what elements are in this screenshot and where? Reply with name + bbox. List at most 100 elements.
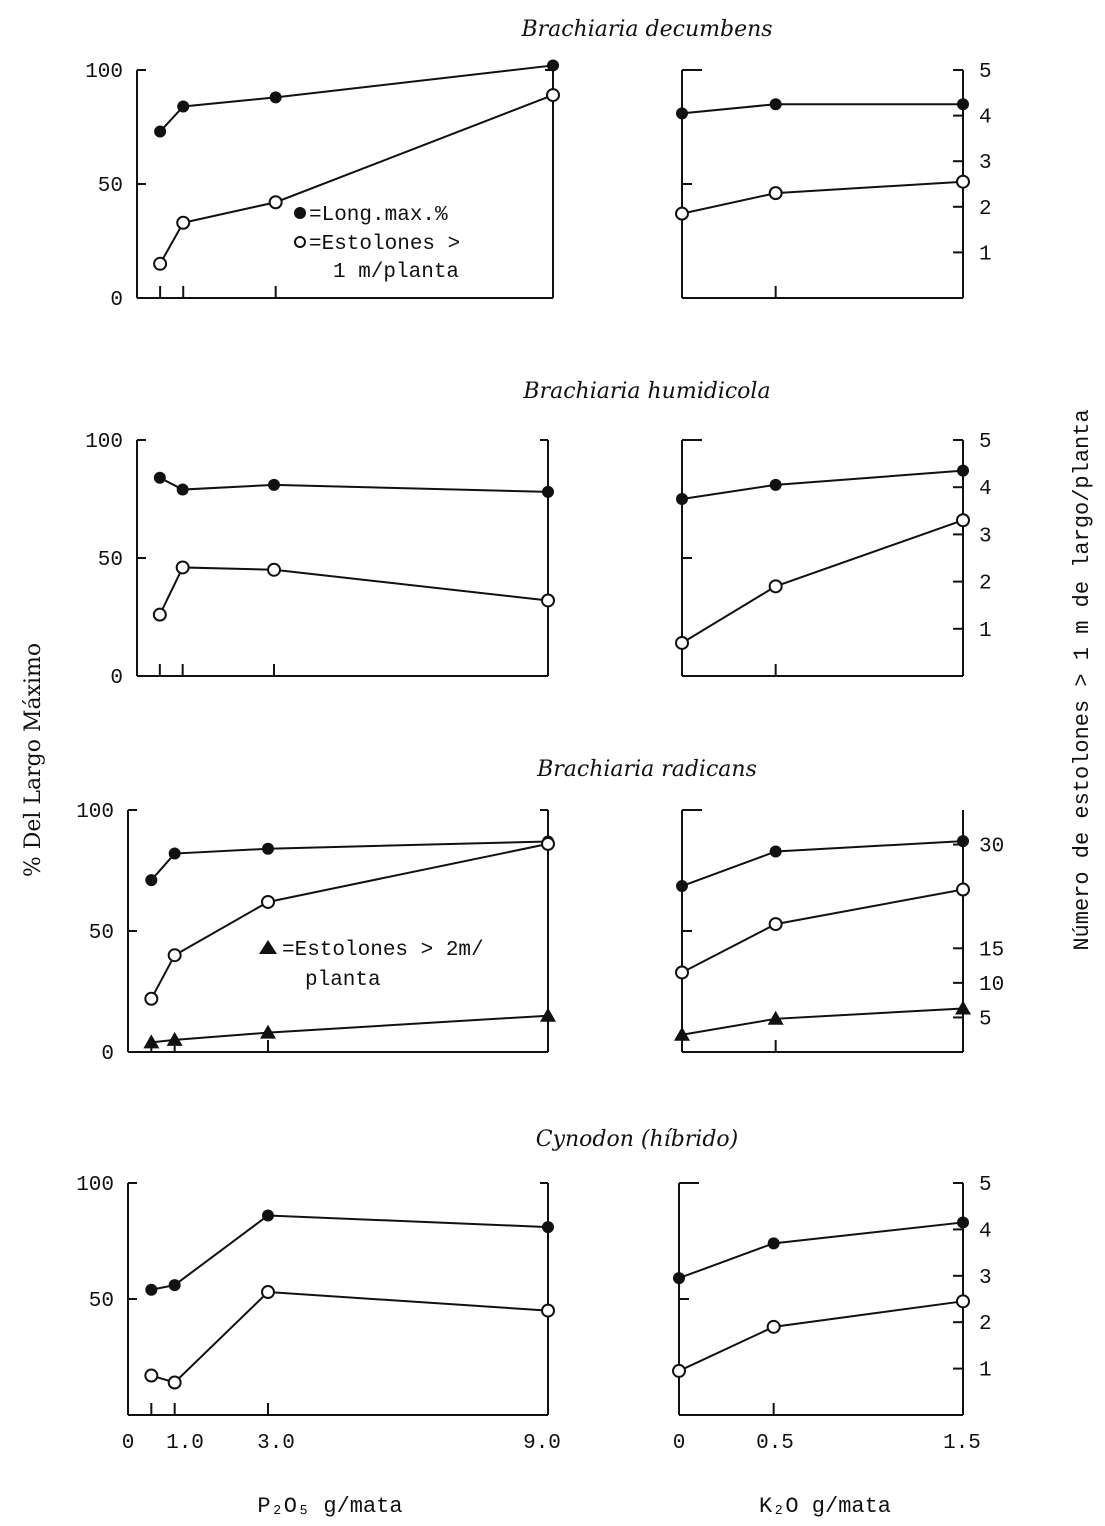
data-point-open (267, 562, 281, 577)
data-point-open (167, 948, 182, 963)
x-tick-k-0: 0 (673, 1432, 686, 1455)
y-tick-label-right: 4 (979, 478, 992, 501)
panel-6: 50 100 (76, 1174, 555, 1416)
data-point-open (175, 560, 190, 575)
data-point-triangle (540, 1007, 556, 1022)
y-tick-label-right: 10 (979, 974, 1004, 997)
data-point-filled (168, 847, 181, 860)
y-tick-label-right: 1 (979, 1360, 992, 1383)
data-point-filled (769, 478, 782, 491)
y-tick-label: 50 (98, 549, 123, 572)
x-axis-title-p2o5: P₂O₅ g/mata (257, 1494, 402, 1519)
legend-label-longmax: =Long.max.% (309, 204, 448, 227)
series-line-1 (681, 180, 964, 215)
data-point-triangle (955, 1000, 971, 1015)
y-tick-label: 50 (98, 175, 123, 198)
data-point-open (675, 635, 689, 650)
data-point-filled (676, 107, 688, 120)
data-point-filled (676, 880, 688, 893)
series-line-0 (678, 1221, 964, 1280)
data-point-open (956, 882, 970, 897)
data-point-filled (673, 1272, 685, 1285)
data-point-filled (769, 98, 782, 111)
series-line-1 (158, 566, 549, 616)
y-tick-label-right: 4 (979, 107, 992, 130)
panel-title-decumbens: Brachiaria decumbens (520, 17, 772, 42)
legend-marker-filled (294, 207, 306, 219)
data-point-open (768, 917, 783, 932)
data-point-open (768, 579, 783, 594)
data-point-triangle (166, 1031, 183, 1046)
data-point-open (675, 965, 689, 980)
y-tick-label: 100 (85, 61, 123, 84)
legend-label-planta: planta (305, 969, 381, 992)
series-line-1 (681, 519, 964, 644)
panel-title-cynodon: Cynodon (híbrido) (536, 1127, 739, 1152)
series-line-0 (681, 103, 963, 115)
y-tick-label-right: 1 (979, 243, 992, 266)
y-tick-label-right: 2 (979, 1313, 992, 1336)
series-line-0 (159, 64, 554, 133)
y-tick-label-right: 3 (979, 525, 992, 548)
data-point-filled (268, 478, 280, 491)
panel-1: 1 2 3 4 5 (675, 61, 992, 299)
x-tick-p-1: 1.0 (166, 1432, 204, 1455)
series-line-0 (159, 476, 549, 493)
data-point-open (167, 1375, 182, 1390)
y-tick-label-right: 30 (979, 836, 1004, 859)
y-tick-label-right: 2 (979, 573, 992, 596)
y-tick-label-right: 4 (979, 1220, 992, 1243)
data-point-open (541, 593, 555, 608)
data-point-open (152, 607, 167, 622)
left-axis-title: % Del Largo Máximo (21, 643, 46, 877)
panel-5: 5 10 15 30 (674, 809, 1004, 1053)
right-axis-title: Número de estolones > 1 m de largo/plant… (1070, 409, 1095, 950)
y-tick-label: 0 (110, 667, 123, 690)
legend-label-estolones-unit: 1 m/planta (333, 261, 459, 284)
data-point-filled (153, 471, 166, 484)
series-line-0 (151, 1214, 549, 1291)
panel-7: 1 2 3 4 5 (672, 1174, 992, 1416)
data-point-triangle (767, 1010, 784, 1025)
y-tick-label-right: 1 (979, 620, 992, 643)
data-point-filled (957, 464, 969, 477)
data-point-filled (957, 835, 969, 848)
y-tick-label: 0 (110, 289, 123, 312)
y-tick-label: 50 (89, 1290, 114, 1313)
y-tick-label: 100 (76, 801, 114, 824)
series-line-1 (678, 1300, 964, 1372)
data-point-open (768, 186, 783, 201)
panel-4: 0 50 100 =Estolones > 2m/planta (76, 801, 556, 1066)
data-point-filled (957, 1216, 969, 1229)
data-point-filled (145, 1283, 158, 1296)
data-point-filled (177, 100, 190, 113)
series-line-1 (681, 888, 964, 974)
data-point-open (541, 1303, 555, 1318)
data-point-filled (262, 842, 274, 855)
y-tick-label-right: 3 (979, 152, 992, 175)
series-line-0 (681, 469, 964, 500)
data-point-filled (676, 493, 688, 505)
data-point-filled (176, 483, 189, 496)
x-tick-k-05: 0.5 (756, 1432, 794, 1455)
series-line-2 (681, 1007, 964, 1036)
data-point-open (672, 1363, 686, 1378)
data-point-filled (262, 1209, 274, 1222)
data-point-open (261, 1285, 275, 1300)
series-line-1 (159, 94, 554, 265)
series-line-1 (151, 1291, 549, 1384)
data-point-open (144, 991, 159, 1006)
data-point-open (956, 513, 970, 528)
series-line-1 (150, 842, 549, 1000)
data-point-filled (547, 59, 559, 72)
x-axis-title-k2o: K₂O g/mata (759, 1494, 891, 1519)
data-point-open (956, 174, 970, 189)
y-tick-label: 0 (101, 1043, 114, 1066)
panel-title-humidicola: Brachiaria humidicola (522, 379, 770, 404)
legend-label-estolones-2m: =Estolones > 2m/ (282, 939, 484, 962)
data-point-filled (168, 1279, 181, 1292)
x-tick-p-9: 9.0 (523, 1432, 561, 1455)
data-point-open (153, 256, 168, 271)
